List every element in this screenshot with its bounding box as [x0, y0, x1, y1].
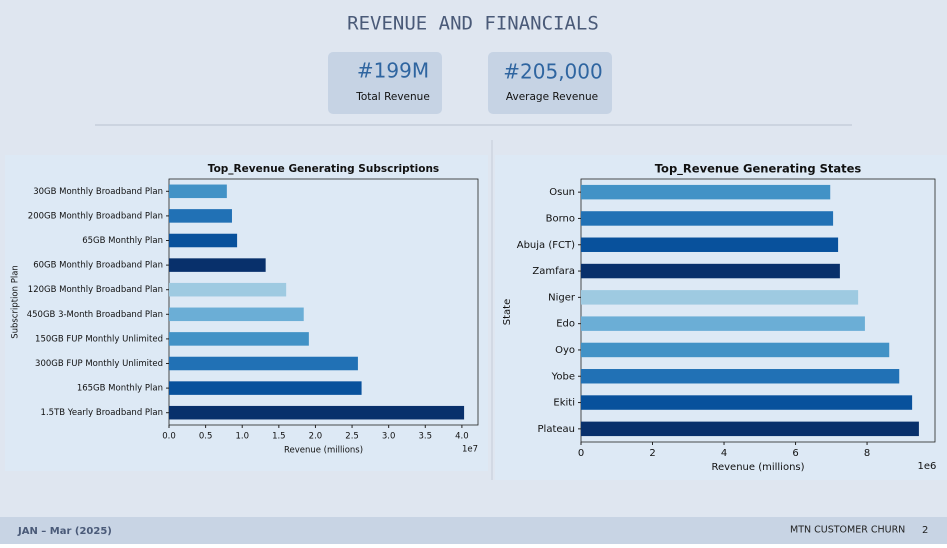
x-tick-label: 2.0	[309, 432, 323, 442]
y-tick-label: 120GB Monthly Broadband Plan	[28, 285, 163, 295]
bar	[581, 263, 840, 279]
x-tick-label: 0.0	[162, 432, 176, 442]
bar	[581, 421, 919, 437]
axis-offset: 1e7	[462, 445, 478, 455]
x-tick-label: 1.5	[272, 432, 286, 442]
bar	[169, 405, 465, 420]
chart-title: Top_Revenue Generating Subscriptions	[208, 163, 439, 175]
bar	[169, 233, 238, 248]
kpi-label: Total Revenue	[355, 91, 430, 103]
x-tick-label: 2.5	[345, 432, 359, 442]
footer-project: MTN CUSTOMER CHURN	[790, 525, 905, 536]
y-tick-label: 450GB 3-Month Broadband Plan	[27, 310, 163, 320]
y-tick-label: Plateau	[538, 424, 575, 435]
y-axis-label: Subscription Plan	[11, 265, 21, 339]
x-tick-label: 0	[578, 448, 584, 459]
x-axis-label: Revenue (millions)	[284, 446, 363, 456]
bar	[581, 237, 839, 252]
x-tick-label: 4.0	[455, 432, 469, 442]
y-tick-label: Osun	[549, 187, 575, 198]
kpi-card	[488, 52, 612, 114]
bar	[169, 356, 358, 371]
bar	[169, 332, 309, 346]
y-axis-label: State	[502, 299, 513, 325]
bar	[169, 209, 232, 223]
y-tick-label: Zamfara	[532, 266, 575, 277]
y-tick-label: Borno	[546, 213, 575, 224]
y-tick-label: Oyo	[555, 345, 575, 356]
chart-title: Top_Revenue Generating States	[655, 162, 862, 177]
x-tick-label: 1.0	[235, 432, 249, 442]
y-tick-label: 1.5TB Yearly Broadband Plan	[41, 408, 163, 418]
y-tick-label: 165GB Monthly Plan	[77, 384, 163, 394]
x-tick-label: 3.5	[419, 432, 433, 442]
bar	[581, 290, 859, 305]
bar	[581, 316, 865, 331]
y-tick-label: Edo	[556, 319, 575, 330]
y-tick-label: Niger	[548, 292, 576, 303]
x-axis-label: Revenue (millions)	[711, 462, 804, 473]
kpi-value: #199M	[357, 59, 429, 83]
x-tick-label: 4	[721, 448, 727, 459]
x-tick-label: 8	[864, 448, 870, 459]
y-tick-label: 200GB Monthly Broadband Plan	[28, 211, 163, 221]
footer-period: JAN – Mar (2025)	[17, 526, 112, 537]
bar	[169, 282, 287, 297]
footer-bar	[0, 517, 947, 544]
bar	[581, 184, 831, 200]
y-tick-label: Yobe	[551, 371, 575, 382]
kpi-value: #205,000	[503, 60, 602, 84]
bar	[169, 381, 362, 395]
bar	[581, 369, 900, 384]
bar	[581, 342, 890, 358]
y-tick-label: 30GB Monthly Broadband Plan	[33, 187, 163, 197]
bar	[169, 307, 304, 322]
y-tick-label: Abuja (FCT)	[517, 240, 575, 251]
x-tick-label: 0.5	[199, 432, 213, 442]
x-tick-label: 2	[649, 448, 655, 459]
y-tick-label: Ekiti	[553, 398, 575, 409]
kpi-label: Average Revenue	[506, 91, 598, 103]
y-tick-label: 65GB Monthly Plan	[82, 236, 163, 246]
page-number: 2	[922, 525, 928, 536]
x-tick-label: 6	[792, 448, 798, 459]
y-tick-label: 300GB FUP Monthly Unlimited	[35, 359, 163, 369]
y-tick-label: 150GB FUP Monthly Unlimited	[35, 334, 163, 344]
bar	[169, 184, 227, 199]
y-tick-label: 60GB Monthly Broadband Plan	[33, 261, 163, 271]
kpi-card	[328, 52, 442, 114]
bar	[581, 395, 913, 410]
page-title: REVENUE AND FINANCIALS	[347, 13, 599, 35]
bar	[581, 211, 834, 226]
bar	[169, 258, 266, 272]
axis-offset: 1e6	[918, 461, 937, 472]
x-tick-label: 3.0	[382, 432, 396, 442]
